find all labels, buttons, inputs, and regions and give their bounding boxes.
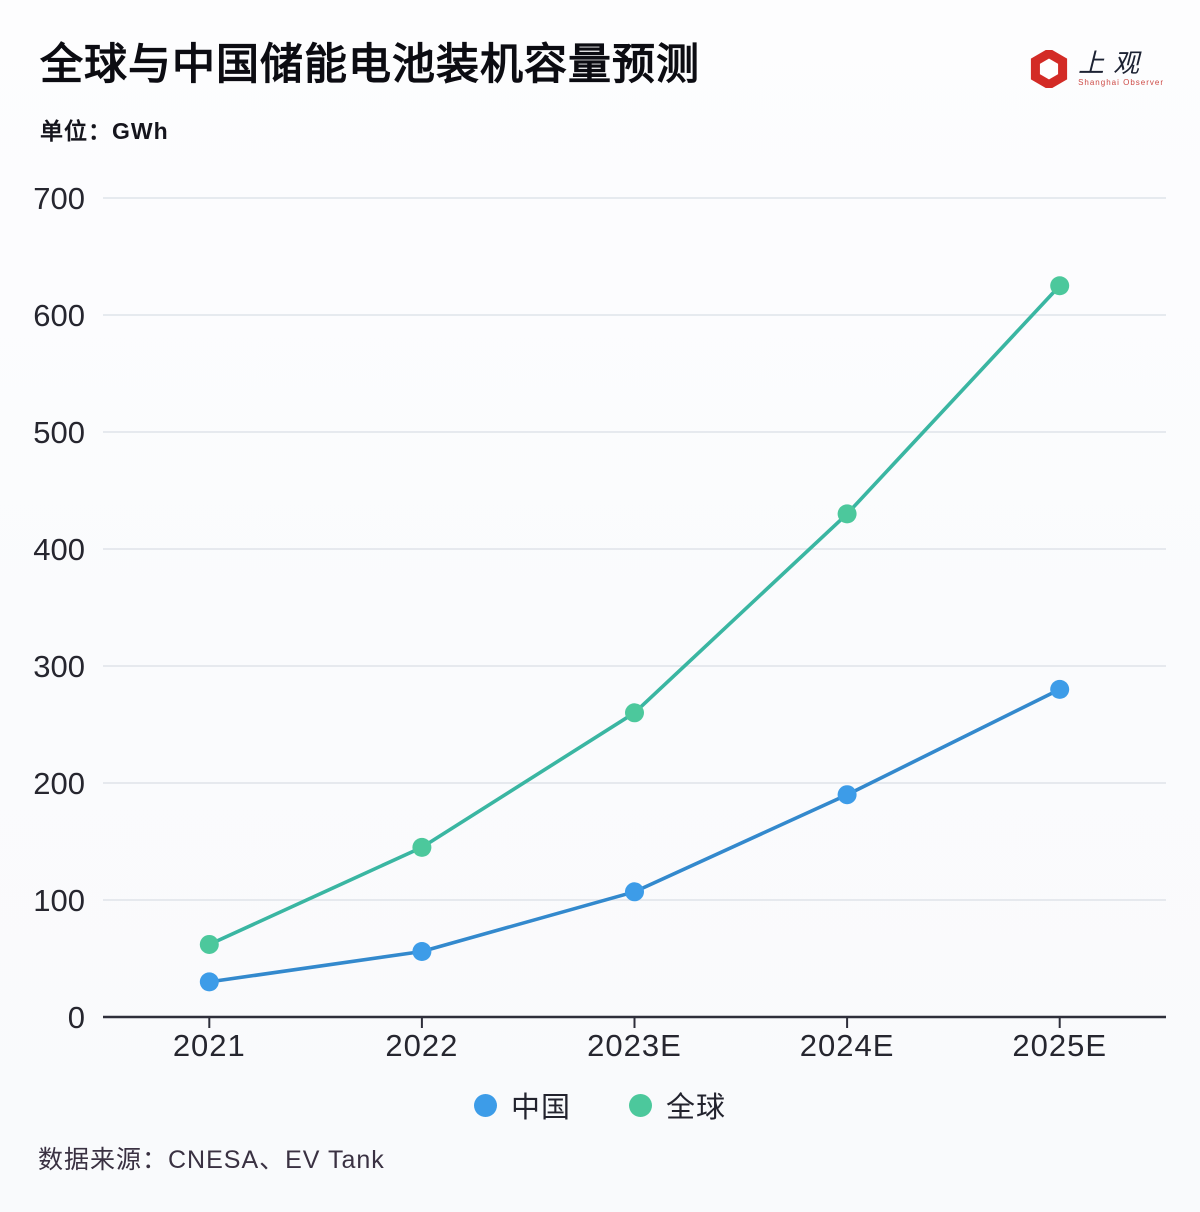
global-legend-label: 全球 [666, 1092, 727, 1124]
svg-text:0: 0 [68, 1000, 85, 1035]
svg-text:300: 300 [33, 649, 85, 684]
page-title: 全球与中国储能电池装机容量预测 [40, 41, 700, 89]
svg-text:2023E: 2023E [587, 1028, 682, 1063]
china-legend-label: 中国 [510, 1092, 571, 1124]
logo-subtitle: Shanghai Observer [1078, 78, 1164, 87]
svg-text:600: 600 [33, 298, 85, 333]
svg-text:500: 500 [33, 415, 85, 450]
svg-text:2022: 2022 [385, 1028, 458, 1063]
svg-text:2025E: 2025E [1012, 1028, 1107, 1063]
svg-text:700: 700 [33, 181, 85, 216]
publisher-logo: 上观 Shanghai Observer [1030, 50, 1164, 88]
global-legend-dot [629, 1093, 652, 1117]
svg-text:400: 400 [33, 532, 85, 567]
china-legend-dot [473, 1093, 497, 1117]
logo-name: 上观 [1078, 48, 1149, 78]
data-source: 数据来源：CNESA、EV Tank [38, 1146, 385, 1174]
legend-item-global: 全球 [629, 1084, 726, 1126]
legend-item-china: 中国 [473, 1084, 571, 1126]
unit-label: 单位：GWh [40, 118, 169, 144]
hexagon-ring-icon [1030, 50, 1068, 88]
logo-texts: 上观 Shanghai Observer [1078, 50, 1164, 88]
svg-text:2021: 2021 [173, 1028, 246, 1063]
capacity-line-chart: 0 100 200 300 400 500 600 700 2021 2022 2023E 2024E… [33, 181, 1166, 1063]
svg-text:200: 200 [33, 766, 85, 801]
svg-text:100: 100 [33, 883, 85, 918]
svg-text:2024E: 2024E [800, 1028, 895, 1063]
chart-legend: 中国 全球 [0, 1084, 1200, 1126]
